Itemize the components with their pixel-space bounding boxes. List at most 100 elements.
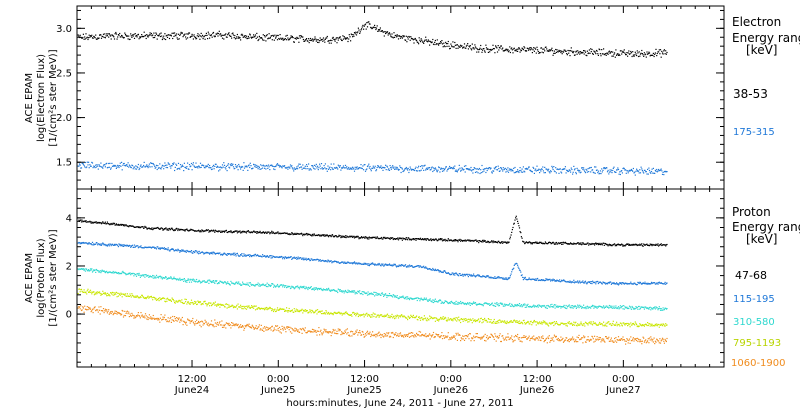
data-point bbox=[114, 292, 116, 294]
data-point bbox=[208, 231, 210, 233]
data-point bbox=[208, 167, 210, 169]
data-point bbox=[113, 222, 116, 224]
data-point bbox=[102, 33, 105, 35]
data-point bbox=[381, 264, 383, 266]
data-point bbox=[631, 243, 633, 246]
data-point bbox=[379, 238, 381, 240]
data-point bbox=[348, 38, 350, 40]
data-point bbox=[649, 171, 651, 173]
data-point bbox=[342, 235, 344, 237]
data-point bbox=[356, 262, 358, 264]
data-point bbox=[93, 291, 95, 293]
data-point bbox=[473, 301, 475, 303]
data-point bbox=[462, 239, 464, 242]
data-point bbox=[97, 221, 99, 224]
data-point bbox=[111, 291, 114, 293]
data-point bbox=[400, 296, 402, 299]
data-point bbox=[542, 279, 544, 281]
data-point bbox=[152, 274, 154, 277]
data-point bbox=[158, 34, 160, 36]
data-point bbox=[265, 164, 268, 167]
data-point bbox=[465, 303, 467, 305]
data-point bbox=[238, 163, 240, 166]
data-point bbox=[330, 235, 332, 237]
data-point bbox=[92, 167, 94, 169]
data-point bbox=[552, 54, 554, 56]
data-point bbox=[356, 236, 358, 238]
data-point bbox=[656, 307, 658, 309]
data-point bbox=[467, 239, 469, 241]
data-point bbox=[174, 166, 176, 168]
data-point bbox=[163, 168, 165, 170]
data-point bbox=[151, 297, 153, 299]
data-point bbox=[548, 49, 550, 51]
data-point bbox=[190, 35, 193, 37]
data-point bbox=[461, 45, 463, 47]
data-point bbox=[433, 43, 435, 46]
data-point bbox=[314, 168, 316, 170]
data-point bbox=[586, 171, 588, 173]
data-point bbox=[447, 302, 449, 304]
data-point bbox=[459, 238, 461, 240]
data-point bbox=[234, 167, 236, 169]
data-point bbox=[475, 239, 477, 241]
data-point bbox=[563, 279, 565, 281]
data-point bbox=[646, 282, 648, 284]
data-point bbox=[441, 170, 444, 172]
data-point bbox=[399, 237, 401, 239]
data-point bbox=[363, 169, 365, 171]
data-point bbox=[526, 306, 528, 308]
data-point bbox=[308, 233, 310, 235]
data-point bbox=[139, 167, 141, 169]
data-point bbox=[648, 51, 650, 53]
data-point bbox=[117, 292, 119, 294]
data-point bbox=[256, 231, 259, 233]
data-point bbox=[410, 297, 413, 299]
data-point bbox=[445, 240, 447, 242]
data-point bbox=[187, 162, 189, 164]
data-point bbox=[368, 236, 370, 238]
data-point bbox=[395, 296, 397, 298]
data-point bbox=[290, 166, 292, 168]
data-point bbox=[383, 236, 385, 238]
data-point bbox=[408, 169, 411, 171]
data-point bbox=[575, 305, 577, 308]
data-point bbox=[523, 277, 525, 279]
data-point bbox=[625, 244, 627, 246]
data-point bbox=[154, 277, 156, 279]
data-point bbox=[205, 230, 207, 232]
data-point bbox=[78, 219, 80, 221]
data-point bbox=[265, 168, 267, 170]
data-point bbox=[80, 36, 82, 38]
data-point bbox=[553, 52, 555, 54]
data-point bbox=[142, 166, 144, 168]
data-point bbox=[309, 39, 311, 41]
data-point bbox=[256, 284, 259, 286]
data-point bbox=[264, 35, 266, 37]
data-point bbox=[515, 215, 517, 217]
data-point bbox=[468, 303, 470, 305]
data-point bbox=[388, 293, 391, 295]
data-point bbox=[391, 264, 393, 266]
data-point bbox=[198, 230, 200, 232]
data-point bbox=[283, 256, 285, 258]
data-point bbox=[196, 35, 198, 37]
data-point bbox=[448, 45, 450, 47]
data-point bbox=[491, 171, 493, 173]
data-point bbox=[142, 247, 144, 249]
data-point bbox=[606, 171, 609, 173]
data-point bbox=[196, 166, 198, 168]
data-point bbox=[463, 168, 465, 171]
data-point bbox=[421, 239, 423, 241]
data-point bbox=[77, 165, 79, 167]
data-point bbox=[550, 242, 552, 244]
data-point bbox=[504, 167, 506, 169]
data-point bbox=[174, 229, 176, 231]
data-point bbox=[605, 54, 607, 56]
data-point bbox=[492, 44, 494, 46]
data-point bbox=[562, 243, 564, 245]
data-point bbox=[363, 28, 365, 30]
data-point bbox=[79, 243, 81, 245]
data-point bbox=[553, 242, 555, 244]
data-point bbox=[84, 38, 86, 40]
